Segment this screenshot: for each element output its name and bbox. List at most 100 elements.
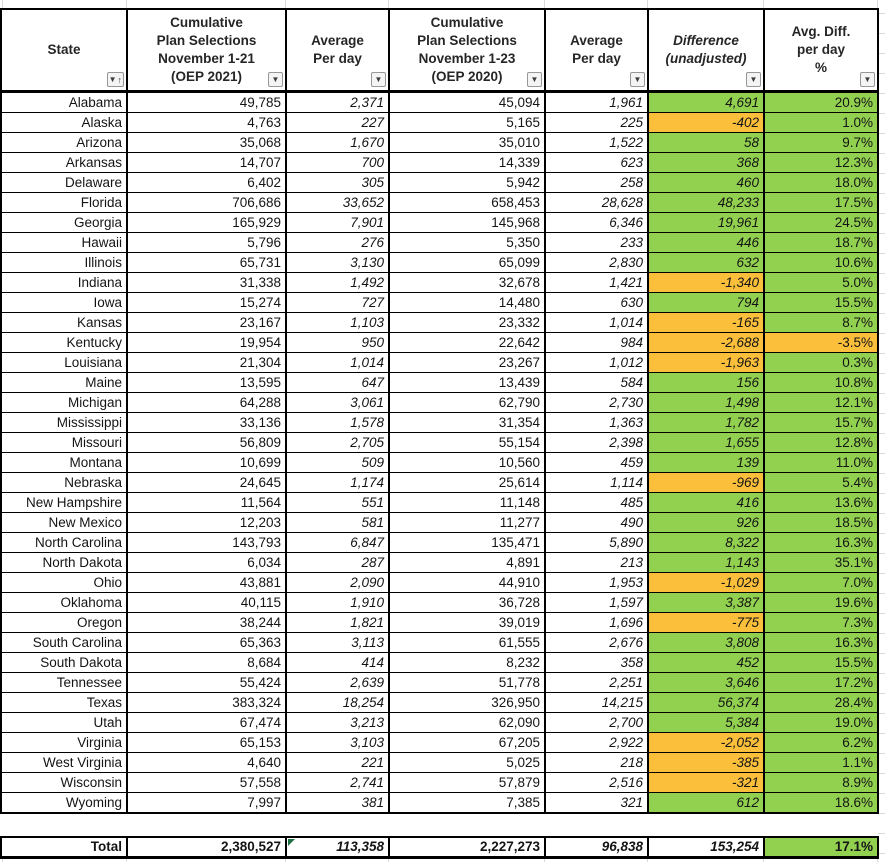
cell-diff[interactable]: 139 xyxy=(647,452,765,473)
cell-state[interactable]: Hawaii xyxy=(0,232,128,253)
cell-cum2021[interactable]: 6,402 xyxy=(126,172,287,193)
column-header-avg2021[interactable]: Average Per day ▼ xyxy=(285,8,390,93)
filter-sort-button[interactable]: ▼ ↑ xyxy=(106,72,124,87)
cell-state[interactable]: Missouri xyxy=(0,432,128,453)
cell-avg2020[interactable]: 1,114 xyxy=(544,472,649,493)
cell-diff[interactable]: -165 xyxy=(647,312,765,333)
cell-avg2020[interactable]: 984 xyxy=(544,332,649,353)
cell-cum2020[interactable]: 51,778 xyxy=(388,672,546,693)
cell-diff[interactable]: 56,374 xyxy=(647,692,765,713)
cell-diff[interactable]: 1,782 xyxy=(647,412,765,433)
cell-pct[interactable]: 17.5% xyxy=(763,192,879,213)
cell-pct[interactable]: 19.0% xyxy=(763,712,879,733)
cell-avg2021[interactable]: 7,901 xyxy=(285,212,390,233)
cell-avg2020[interactable]: 1,012 xyxy=(544,352,649,373)
cell-avg2020[interactable]: 233 xyxy=(544,232,649,253)
cell-pct[interactable]: 10.8% xyxy=(763,372,879,393)
cell-avg2021[interactable]: 6,847 xyxy=(285,532,390,553)
cell-avg2020[interactable]: 2,922 xyxy=(544,732,649,753)
cell-state[interactable]: Delaware xyxy=(0,172,128,193)
cell-pct[interactable]: 12.8% xyxy=(763,432,879,453)
cell-cum2021[interactable]: 19,954 xyxy=(126,332,287,353)
cell-avg2020[interactable]: 1,421 xyxy=(544,272,649,293)
total-pct-cell[interactable]: 17.1% xyxy=(763,836,879,859)
cell-cum2021[interactable]: 8,684 xyxy=(126,652,287,673)
cell-avg2021[interactable]: 1,910 xyxy=(285,592,390,613)
cell-cum2020[interactable]: 39,019 xyxy=(388,612,546,633)
cell-avg2020[interactable]: 358 xyxy=(544,652,649,673)
cell-state[interactable]: Georgia xyxy=(0,212,128,233)
cell-diff[interactable]: 368 xyxy=(647,152,765,173)
cell-cum2020[interactable]: 145,968 xyxy=(388,212,546,233)
cell-avg2021[interactable]: 3,130 xyxy=(285,252,390,273)
cell-pct[interactable]: 18.5% xyxy=(763,512,879,533)
cell-state[interactable]: Virginia xyxy=(0,732,128,753)
cell-pct[interactable]: 18.6% xyxy=(763,792,879,814)
cell-avg2020[interactable]: 584 xyxy=(544,372,649,393)
cell-pct[interactable]: 10.6% xyxy=(763,252,879,273)
cell-pct[interactable]: 28.4% xyxy=(763,692,879,713)
cell-cum2021[interactable]: 64,288 xyxy=(126,392,287,413)
cell-avg2020[interactable]: 490 xyxy=(544,512,649,533)
cell-pct[interactable]: 5.4% xyxy=(763,472,879,493)
cell-avg2020[interactable]: 14,215 xyxy=(544,692,649,713)
cell-pct[interactable]: 35.1% xyxy=(763,552,879,573)
cell-cum2020[interactable]: 35,010 xyxy=(388,132,546,153)
cell-cum2021[interactable]: 31,338 xyxy=(126,272,287,293)
total-label-cell[interactable]: Total xyxy=(0,836,128,859)
filter-button[interactable]: ▼ xyxy=(860,72,875,87)
cell-diff[interactable]: 3,808 xyxy=(647,632,765,653)
cell-avg2020[interactable]: 321 xyxy=(544,792,649,814)
cell-pct[interactable]: 15.5% xyxy=(763,292,879,313)
cell-cum2021[interactable]: 65,363 xyxy=(126,632,287,653)
cell-state[interactable]: South Dakota xyxy=(0,652,128,673)
cell-cum2021[interactable]: 65,731 xyxy=(126,252,287,273)
cell-cum2021[interactable]: 57,558 xyxy=(126,772,287,793)
cell-diff[interactable]: 416 xyxy=(647,492,765,513)
cell-avg2021[interactable]: 381 xyxy=(285,792,390,814)
cell-pct[interactable]: 18.0% xyxy=(763,172,879,193)
cell-avg2020[interactable]: 2,516 xyxy=(544,772,649,793)
cell-diff[interactable]: 926 xyxy=(647,512,765,533)
cell-diff[interactable]: 48,233 xyxy=(647,192,765,213)
cell-avg2021[interactable]: 1,821 xyxy=(285,612,390,633)
cell-cum2020[interactable]: 45,094 xyxy=(388,91,546,113)
cell-avg2021[interactable]: 2,705 xyxy=(285,432,390,453)
cell-cum2020[interactable]: 5,350 xyxy=(388,232,546,253)
cell-diff[interactable]: 5,384 xyxy=(647,712,765,733)
cell-avg2021[interactable]: 2,090 xyxy=(285,572,390,593)
filter-button[interactable]: ▼ xyxy=(268,72,283,87)
cell-cum2021[interactable]: 13,595 xyxy=(126,372,287,393)
cell-state[interactable]: Wyoming xyxy=(0,792,128,814)
cell-pct[interactable]: 16.3% xyxy=(763,632,879,653)
cell-cum2020[interactable]: 4,891 xyxy=(388,552,546,573)
cell-cum2020[interactable]: 23,332 xyxy=(388,312,546,333)
cell-diff[interactable]: 1,655 xyxy=(647,432,765,453)
cell-diff[interactable]: 632 xyxy=(647,252,765,273)
cell-avg2021[interactable]: 1,492 xyxy=(285,272,390,293)
cell-avg2021[interactable]: 1,014 xyxy=(285,352,390,373)
total-avg2021-cell[interactable]: 113,358 xyxy=(285,836,390,859)
cell-cum2020[interactable]: 8,232 xyxy=(388,652,546,673)
cell-diff[interactable]: -2,052 xyxy=(647,732,765,753)
cell-cum2020[interactable]: 62,090 xyxy=(388,712,546,733)
cell-cum2021[interactable]: 12,203 xyxy=(126,512,287,533)
cell-diff[interactable]: 794 xyxy=(647,292,765,313)
cell-avg2020[interactable]: 225 xyxy=(544,112,649,133)
cell-cum2020[interactable]: 25,614 xyxy=(388,472,546,493)
cell-state[interactable]: West Virginia xyxy=(0,752,128,773)
cell-diff[interactable]: -1,963 xyxy=(647,352,765,373)
cell-pct[interactable]: -3.5% xyxy=(763,332,879,353)
cell-avg2021[interactable]: 581 xyxy=(285,512,390,533)
cell-avg2021[interactable]: 3,113 xyxy=(285,632,390,653)
cell-state[interactable]: Indiana xyxy=(0,272,128,293)
cell-avg2020[interactable]: 1,597 xyxy=(544,592,649,613)
cell-state[interactable]: Montana xyxy=(0,452,128,473)
cell-avg2021[interactable]: 3,103 xyxy=(285,732,390,753)
cell-diff[interactable]: 4,691 xyxy=(647,91,765,113)
cell-state[interactable]: New Hampshire xyxy=(0,492,128,513)
cell-cum2021[interactable]: 24,645 xyxy=(126,472,287,493)
total-avg2020-cell[interactable]: 96,838 xyxy=(544,836,649,859)
cell-cum2020[interactable]: 36,728 xyxy=(388,592,546,613)
cell-cum2020[interactable]: 7,385 xyxy=(388,792,546,814)
